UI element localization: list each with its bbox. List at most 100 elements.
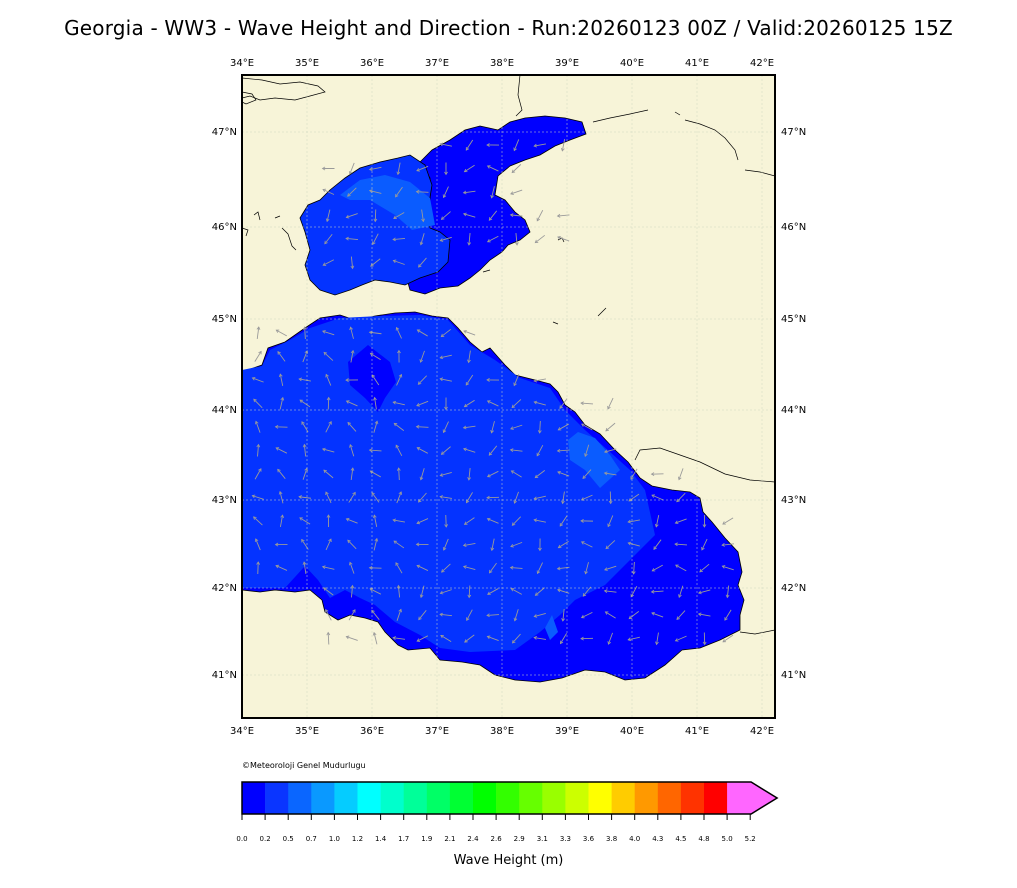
wave-arrow-head [322,330,326,334]
wave-arrow-head [513,617,518,622]
wave-arrow-head [607,641,612,645]
wave-arrow [420,468,425,480]
colorbar-tick-label: 2.4 [467,835,479,843]
wave-arrow [440,589,452,594]
wave-arrow-head [396,467,401,471]
wave-arrow [396,609,402,621]
wave-arrow [468,467,471,481]
wave-arrow-head [254,538,259,542]
wave-arrow-head [373,218,378,223]
wave-arrow-head [651,568,656,572]
wave-arrow [605,611,616,619]
wave-arrow [510,189,523,195]
wave-arrow-head [702,524,707,528]
lon-label: 35°E [295,726,319,737]
wave-arrow-head [676,498,680,503]
wave-arrow-head [368,448,373,453]
lat-label: 46°N [212,222,237,233]
wave-arrow [416,165,429,172]
colorbar-segment [357,782,381,814]
wave-arrow [440,143,452,147]
wave-arrow [254,468,262,480]
colorbar-tick-label: 2.1 [444,835,455,843]
wave-arrow [326,209,331,222]
wave-arrow [534,401,546,406]
wave-arrow-head [462,543,467,547]
wave-arrow [581,423,593,431]
wave-arrow [722,517,734,525]
wave-arrow [257,444,259,457]
wave-arrow [487,235,499,243]
wave-arrow-head [486,635,491,640]
wave-arrow-head [536,570,541,575]
wave-arrow [557,214,570,217]
wave-arrow-head [323,351,328,356]
wave-arrow [491,186,495,198]
wave-arrow [463,330,476,336]
wave-arrow-head [627,541,632,546]
wave-arrow [373,538,378,551]
colorbar-segment [680,782,705,814]
wave-arrow [393,519,405,523]
wave-arrow-head [370,263,374,267]
lon-label: 37°E [425,726,449,737]
wave-arrow-head [631,571,636,575]
wave-arrow [535,587,545,596]
wave-arrow-head [395,562,399,566]
wave-arrow-head [557,588,561,593]
wave-arrow [464,164,475,173]
wave-arrow-head [398,491,403,495]
wave-arrow-head [533,636,538,640]
wave-arrow-head [256,561,261,565]
wave-arrow-head [302,561,307,565]
wave-arrow-head [557,544,562,549]
colorbar-segment [265,782,289,814]
wave-arrow [676,492,686,503]
wave-arrow-head [274,542,279,547]
wave-arrow-head [511,522,516,526]
wave-arrow [323,587,334,596]
wave-arrow-head [510,470,515,474]
wave-arrow [346,400,358,407]
wave-arrow-head [701,546,705,551]
wave-arrow [678,468,684,480]
wave-arrow [348,492,356,503]
wave-arrow [489,562,497,574]
lon-label: 36°E [360,58,384,69]
wave-arrow-head [416,447,421,451]
wave-arrow-head [486,143,490,147]
wave-arrow-head [323,469,327,474]
wave-arrow [674,543,688,546]
wave-arrow [350,327,354,339]
wave-arrow [277,351,286,362]
wave-arrow [255,421,261,433]
wave-arrow-head [302,443,307,448]
wave-arrow-head [580,614,585,619]
wave-arrow-head [299,399,304,403]
wave-arrow [299,517,311,525]
wave-arrow-head [582,475,586,480]
wave-arrow [440,236,452,242]
wave-arrow-head [326,514,331,518]
colorbar-tick-label: 4.3 [652,835,663,843]
wave-arrow [325,421,332,433]
wave-arrow [350,350,354,363]
wave-arrow [345,237,359,241]
wave-arrow [464,517,475,525]
wave-arrow-head [607,405,611,410]
shelf-sea-light-patch-2 [392,190,418,210]
wave-arrow [510,214,523,217]
wave-arrow [325,374,332,386]
wave-arrow-head [368,189,373,193]
wave-arrow-head [418,616,422,621]
lon-label: 41°E [685,726,709,737]
wave-arrow-head [442,547,447,551]
wave-arrow-head [534,474,539,479]
wave-arrow-head [653,546,657,550]
wave-arrow-head [347,193,351,197]
wave-arrow-head [372,514,377,519]
wave-arrow [581,541,593,548]
wave-arrow-head [416,403,420,407]
wave-arrow-head [510,588,515,592]
colorbar-tick-label: 1.4 [375,835,387,843]
